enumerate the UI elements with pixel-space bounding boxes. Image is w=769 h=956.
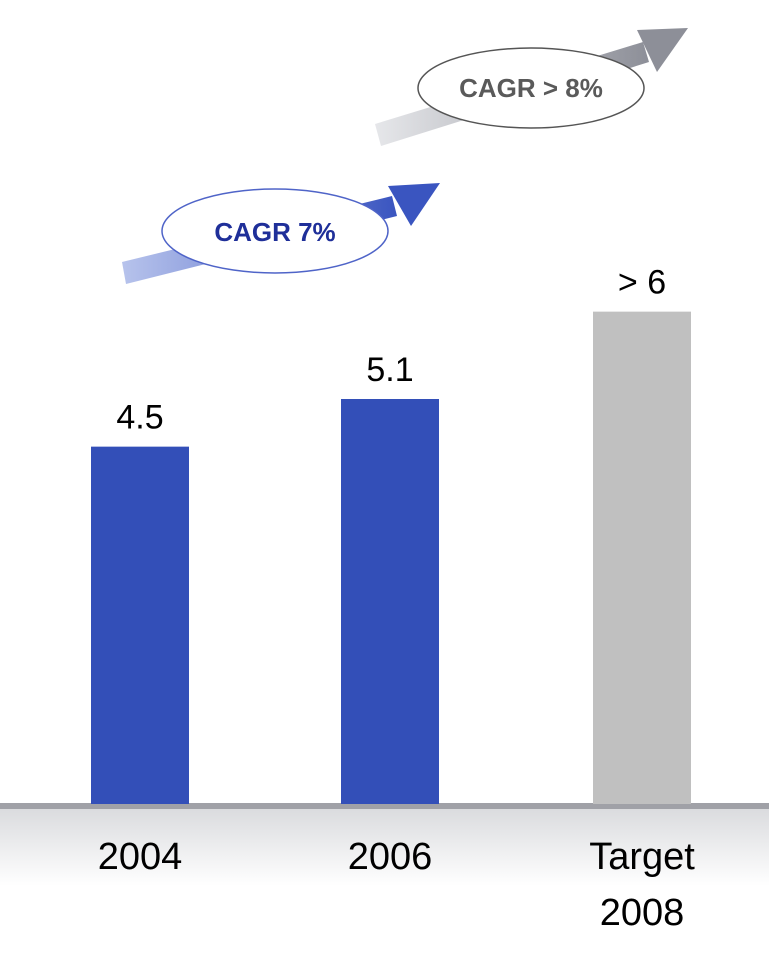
category-label-3: Target xyxy=(589,836,695,878)
arrow-head xyxy=(637,28,688,72)
arrow-head xyxy=(388,183,440,226)
value-label-1: 4.5 xyxy=(116,399,163,437)
category-label-3-line2: 2008 xyxy=(600,892,685,934)
value-label-2: 5.1 xyxy=(366,351,413,389)
x-axis-line xyxy=(0,803,769,809)
bars-group: 4.5 2004 5.1 2006 > 6 Target 2008 xyxy=(91,264,695,934)
cagr-label-1: CAGR 7% xyxy=(214,217,335,247)
bar-1 xyxy=(91,446,189,804)
value-label-3: > 6 xyxy=(618,264,666,302)
axis-floor xyxy=(0,806,769,886)
badge-oval xyxy=(417,47,645,129)
bar-3 xyxy=(593,311,691,804)
cagr-badge-1: CAGR 7% xyxy=(161,188,389,274)
category-label-2: 2006 xyxy=(348,836,433,878)
badge-oval xyxy=(161,188,389,274)
cagr-label-2: CAGR > 8% xyxy=(459,73,603,103)
bar-2 xyxy=(341,399,439,804)
cagr-badge-2: CAGR > 8% xyxy=(417,47,645,129)
category-label-1: 2004 xyxy=(98,836,183,878)
